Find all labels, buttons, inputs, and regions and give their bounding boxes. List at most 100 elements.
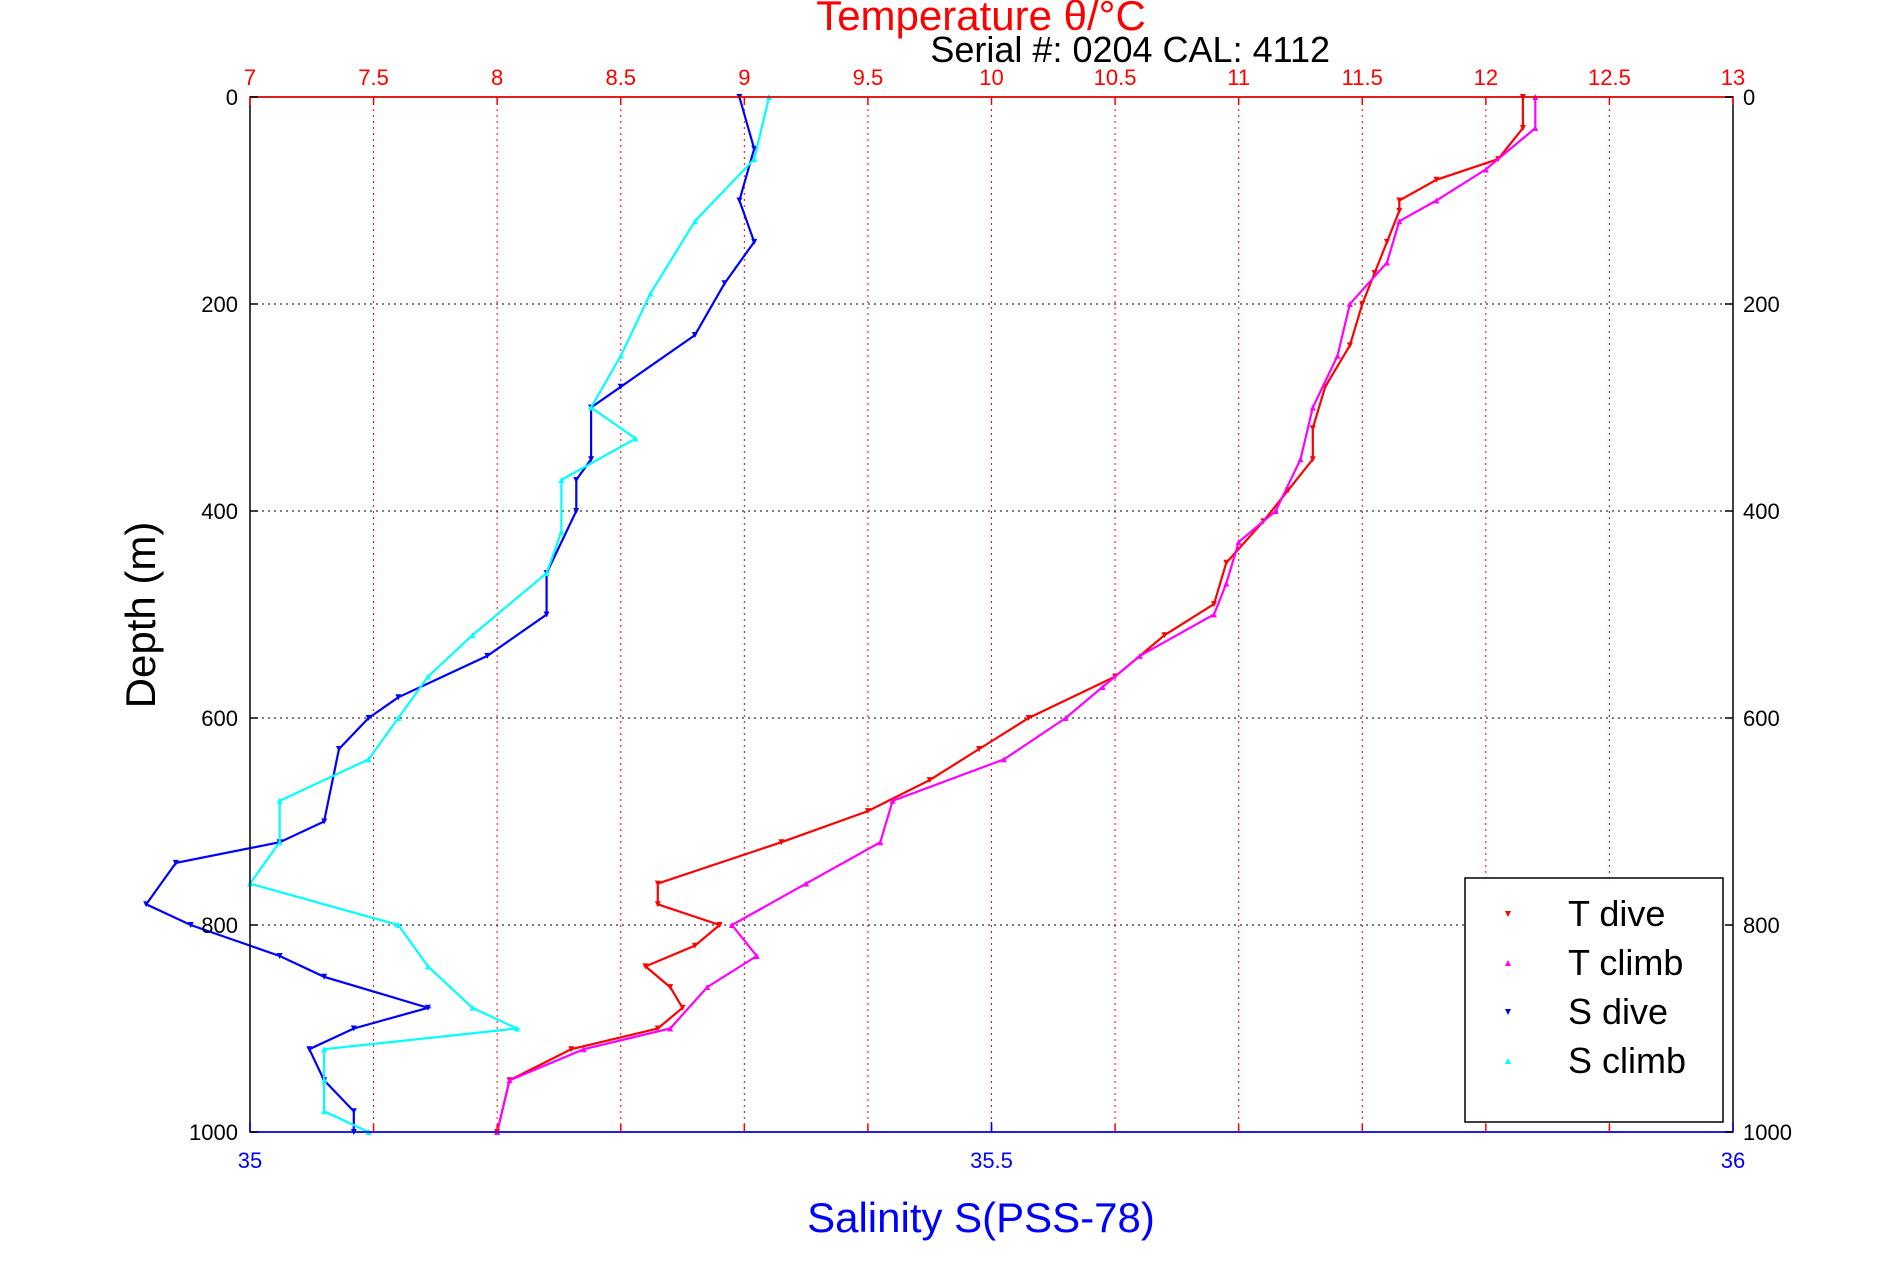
data-point	[1396, 197, 1403, 204]
data-point	[1223, 559, 1230, 566]
data-point	[276, 839, 283, 846]
x-top-tick-label: 10	[979, 65, 1003, 90]
data-point	[1309, 456, 1316, 463]
x-top-tick-label: 12.5	[1588, 65, 1631, 90]
data-point	[721, 280, 728, 287]
data-point	[691, 218, 698, 225]
data-point	[716, 922, 723, 928]
series-line	[496, 97, 1537, 1133]
data-point	[1371, 269, 1378, 276]
legend-marker-icon	[1505, 1009, 1511, 1015]
x-top-tick-label: 7.5	[358, 65, 389, 90]
data-point	[588, 404, 595, 411]
series-line	[496, 97, 1524, 1133]
data-point	[143, 901, 150, 908]
data-point	[803, 880, 810, 887]
legend-label: T dive	[1568, 893, 1665, 934]
legend-item: S climb	[1505, 1040, 1686, 1081]
data-point	[691, 332, 698, 339]
data-point	[751, 156, 758, 163]
y-left-tick-label: 400	[201, 499, 238, 524]
data-point	[1025, 715, 1032, 721]
data-point	[1396, 207, 1403, 214]
grid	[250, 97, 1733, 1132]
y-left-tick-label: 0	[226, 85, 238, 110]
y-right-tick-label: 200	[1743, 292, 1780, 317]
data-point	[654, 1025, 661, 1032]
data-point	[1136, 652, 1143, 659]
data-point	[778, 839, 785, 846]
data-point	[588, 456, 595, 463]
data-point	[1359, 301, 1366, 307]
y-right-tick-label: 600	[1743, 706, 1780, 731]
data-point	[1297, 456, 1304, 463]
y-right-tick-label: 0	[1743, 85, 1755, 110]
data-point	[543, 611, 550, 618]
x-top-tick-label: 10.5	[1094, 65, 1137, 90]
data-point	[568, 1046, 575, 1053]
data-point	[617, 383, 624, 390]
data-point	[424, 1004, 431, 1011]
x-top-tick-label: 13	[1721, 65, 1745, 90]
x-top-tick-label: 9	[738, 65, 750, 90]
data-point	[469, 1004, 476, 1011]
series-layer	[143, 94, 1539, 1135]
legend-marker-icon	[1505, 1058, 1511, 1064]
data-point	[1346, 301, 1353, 307]
data-point	[321, 1108, 328, 1115]
data-point	[1383, 259, 1390, 266]
data-point	[335, 746, 342, 753]
data-point	[321, 1046, 328, 1053]
data-point	[424, 673, 431, 680]
x-top-tick-label: 12	[1474, 65, 1498, 90]
data-point	[1161, 632, 1168, 639]
legend-marker-icon	[1505, 911, 1511, 917]
data-point	[691, 942, 698, 949]
data-point	[1210, 601, 1217, 608]
x-top-tick-label: 7	[244, 65, 256, 90]
y-left-tick-label: 1000	[189, 1120, 238, 1145]
data-point	[276, 797, 283, 804]
x-top-tick-label: 11	[1227, 65, 1250, 90]
x-top-tick-label: 8.5	[605, 65, 636, 90]
legend-marker-icon	[1505, 960, 1511, 966]
data-point	[647, 290, 654, 297]
data-point	[753, 953, 760, 960]
series-s-climb	[247, 94, 773, 1135]
data-point	[558, 528, 565, 535]
data-point	[1272, 508, 1279, 514]
data-point	[632, 435, 639, 442]
data-point	[1383, 238, 1390, 245]
data-point	[654, 901, 661, 908]
x-top-tick-label: 9.5	[853, 65, 884, 90]
data-point	[864, 808, 871, 815]
data-point	[573, 508, 580, 514]
y-right-tick-label: 1000	[1743, 1120, 1792, 1145]
data-point	[321, 1077, 328, 1084]
legend-label: S dive	[1568, 991, 1668, 1032]
serial-label: Serial #: 0204 CAL: 4112	[930, 29, 1330, 70]
x-top-tick-label: 11.5	[1342, 65, 1383, 90]
data-point	[1235, 539, 1242, 546]
data-point	[187, 922, 194, 928]
data-point	[1532, 125, 1539, 132]
data-point	[642, 963, 649, 970]
data-point	[728, 922, 735, 928]
series-t-dive	[494, 94, 1526, 1135]
legend-box	[1464, 877, 1724, 1123]
data-point	[667, 984, 674, 991]
legend-item: T climb	[1505, 942, 1683, 983]
data-point	[1210, 611, 1217, 618]
data-point	[926, 777, 933, 784]
data-point	[1000, 756, 1007, 763]
data-point	[1396, 218, 1403, 225]
x-bottom-tick-label: 35	[238, 1148, 262, 1173]
x-axis-label: Salinity S(PSS-78)	[807, 1194, 1155, 1241]
data-point	[1099, 683, 1106, 690]
data-point	[679, 1004, 686, 1011]
x-top-tick-label: 8	[491, 65, 503, 90]
data-point	[1309, 404, 1316, 411]
